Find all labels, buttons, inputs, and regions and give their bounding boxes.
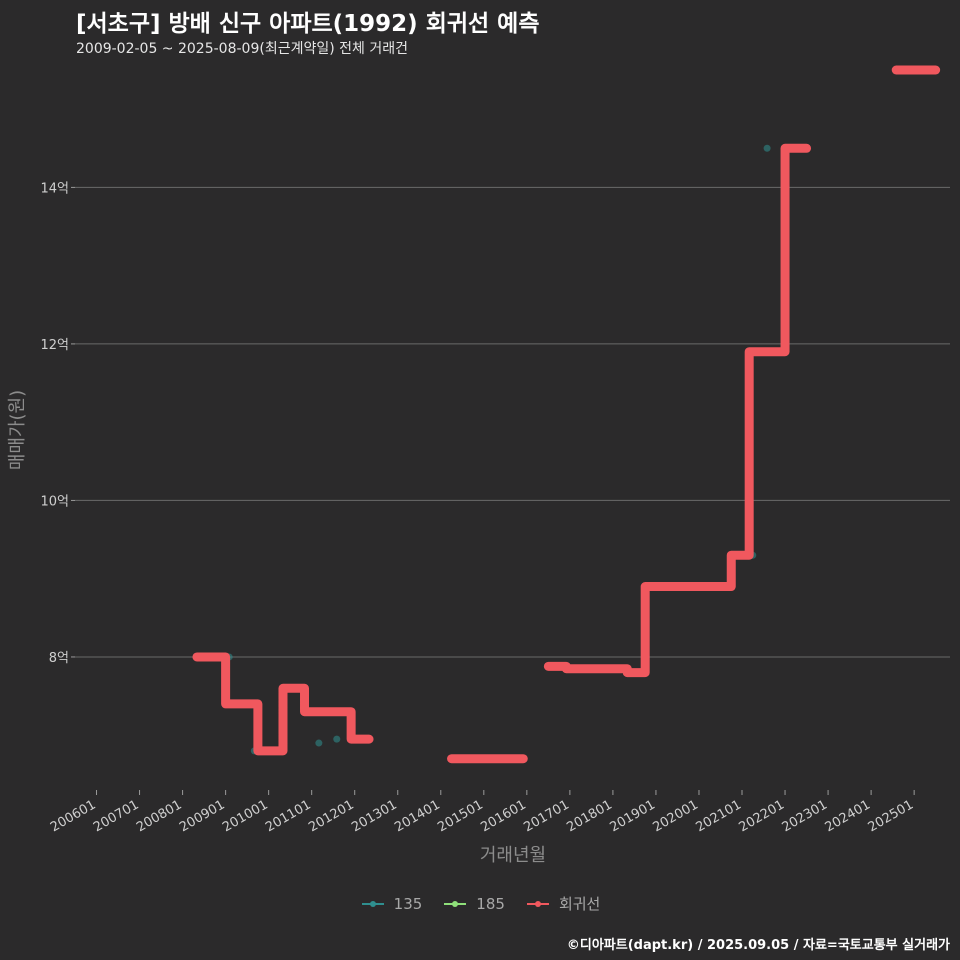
x-tick-label: 200601	[48, 797, 98, 835]
x-tick-label: 201501	[435, 797, 485, 835]
legend-key-regression-icon	[525, 897, 551, 911]
y-tick-label: 12억	[40, 338, 69, 353]
x-tick-label: 201201	[306, 797, 356, 835]
legend-point	[452, 900, 459, 907]
x-tick-label: 200701	[91, 797, 141, 835]
y-tick-label: 10억	[40, 494, 69, 509]
y-axis-ticks: 8억 10억 12억 14억	[40, 181, 75, 666]
legend-point	[369, 900, 376, 907]
x-tick-label: 200901	[177, 797, 227, 835]
x-tick-label: 201801	[564, 797, 614, 835]
x-tick-label: 200801	[134, 797, 184, 835]
x-tick-label: 201301	[349, 797, 399, 835]
x-tick-label: 201101	[263, 797, 313, 835]
scatter-point-135	[315, 739, 323, 747]
scatter-points	[225, 144, 771, 755]
x-tick-label: 201401	[392, 797, 442, 835]
x-tick-label: 201601	[478, 797, 528, 835]
legend-item-185[interactable]: 185	[442, 895, 505, 913]
scatter-point-135	[333, 735, 341, 743]
source-caption: ©디아파트(dapt.kr) / 2025.09.05 / 자료=국토교통부 실…	[566, 938, 950, 953]
legend-label-135: 135	[393, 894, 423, 913]
y-tick-label: 8억	[49, 651, 69, 666]
legend-key-185-icon	[442, 897, 468, 911]
regression-step	[543, 143, 812, 678]
regression-step	[192, 652, 374, 756]
x-tick-label: 202401	[823, 797, 873, 835]
x-tick-label: 202201	[737, 797, 787, 835]
x-tick-label: 202101	[694, 797, 744, 835]
grid-lines	[75, 186, 950, 658]
x-tick-label: 202001	[650, 797, 700, 835]
legend-item-regression[interactable]: 회귀선	[525, 893, 600, 914]
chart-subtitle: 2009-02-05 ~ 2025-08-09(최근계약일) 전체 거래건	[76, 41, 408, 57]
x-tick-label: 201901	[607, 797, 657, 835]
y-axis-title: 매매가(원)	[7, 390, 28, 470]
legend: 135 185 회귀선	[0, 893, 960, 914]
x-tick-label: 202301	[780, 797, 830, 835]
y-tick-label: 14억	[40, 181, 69, 196]
legend-label-regression: 회귀선	[558, 895, 601, 913]
x-axis-ticks: 2006012007012008012009012010012011012012…	[48, 790, 916, 835]
x-axis-title: 거래년월	[480, 845, 546, 866]
x-tick-label: 201001	[220, 797, 270, 835]
x-tick-label: 201701	[521, 797, 571, 835]
legend-key-135-icon	[360, 897, 386, 911]
chart-title: [서초구] 방배 신구 아파트(1992) 회귀선 예측	[76, 11, 540, 37]
legend-point	[534, 900, 541, 907]
scatter-point-135	[763, 144, 771, 152]
regression-line	[192, 65, 941, 764]
x-tick-label: 202501	[866, 797, 916, 835]
legend-label-185: 185	[476, 894, 505, 913]
legend-item-135[interactable]: 135	[360, 894, 423, 913]
